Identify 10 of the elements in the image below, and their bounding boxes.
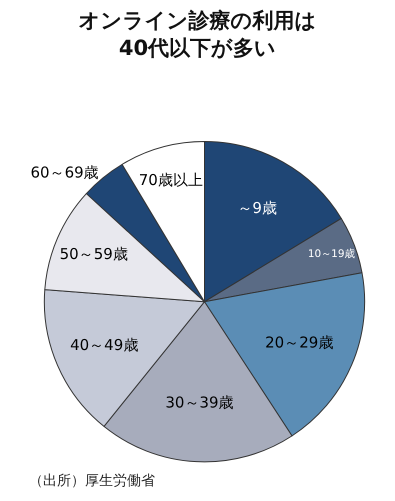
slice-label: 60～69歳	[30, 163, 99, 182]
slice-label: 40～49歳	[70, 336, 138, 354]
slice-label: 30～39歳	[165, 393, 234, 412]
chart-title: オンライン診療の利用は 40代以下が多い	[78, 8, 316, 60]
slice-label: ～9歳	[237, 199, 277, 218]
slice-label: 10～19歳	[308, 248, 354, 260]
slice-label: 20～29歳	[265, 333, 334, 352]
slice-label: 50～59歳	[60, 244, 128, 263]
text: （出所）厚生労働省	[29, 473, 155, 489]
slice-label: 70歳以上	[138, 170, 203, 189]
